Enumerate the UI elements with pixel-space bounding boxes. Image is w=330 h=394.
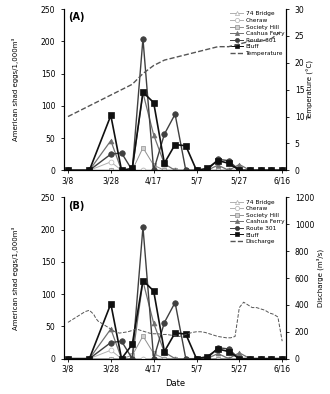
Y-axis label: American shad eggs/1,000m³: American shad eggs/1,000m³ — [12, 227, 19, 330]
Legend: 74 Bridge, Cheraw, Society Hill, Cashua Ferry, Route 301, Bluff, Discharge: 74 Bridge, Cheraw, Society Hill, Cashua … — [230, 199, 285, 245]
Y-axis label: Temperature (°C): Temperature (°C) — [307, 59, 314, 120]
X-axis label: Date: Date — [165, 379, 185, 388]
Y-axis label: Discharge (m³/s): Discharge (m³/s) — [317, 249, 324, 307]
Text: (A): (A) — [68, 12, 85, 22]
Text: (B): (B) — [68, 201, 84, 211]
Y-axis label: American shad eggs/1,000m³: American shad eggs/1,000m³ — [12, 38, 19, 141]
Legend: 74 Bridge, Cheraw, Society Hill, Cashua Ferry, Route 301, Bluff, Temperature: 74 Bridge, Cheraw, Society Hill, Cashua … — [230, 11, 285, 56]
